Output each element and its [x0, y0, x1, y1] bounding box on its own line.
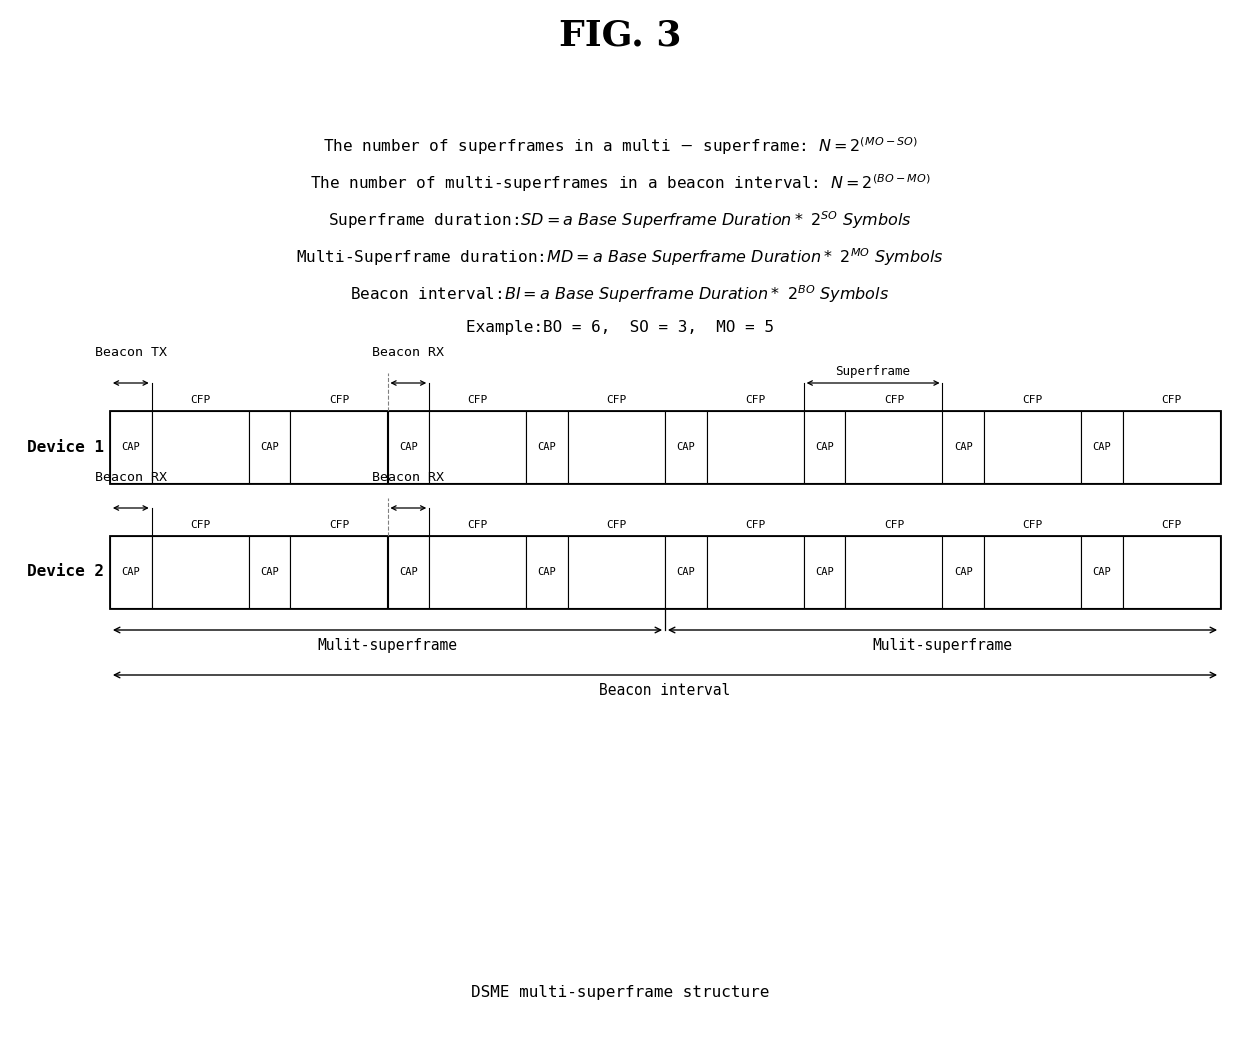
Bar [290, 536, 387, 608]
Text: CFP: CFP [606, 520, 626, 530]
Text: CAP: CAP [399, 567, 418, 577]
Bar [110, 411, 151, 483]
Bar [846, 536, 942, 608]
Text: CFP: CFP [884, 520, 904, 530]
Text: CFP: CFP [329, 395, 350, 405]
Text: Superframe duration:$SD = a\ Base\ Superframe\ Duration*\ 2^{SO}\ Symbols$: Superframe duration:$SD = a\ Base\ Super… [329, 209, 911, 230]
Text: The number of superframes in a multi $-$ superframe: $N = 2^{(MO-SO)}$: The number of superframes in a multi $-$… [322, 135, 918, 157]
Text: CAP: CAP [538, 442, 557, 452]
Bar [1123, 536, 1220, 608]
Text: Mulit-superframe: Mulit-superframe [317, 638, 458, 653]
Text: CFP: CFP [467, 395, 487, 405]
Text: CFP: CFP [1162, 395, 1182, 405]
Text: CAP: CAP [260, 567, 279, 577]
Text: The number of multi-superframes in a beacon interval: $N = 2^{(BO-MO)}$: The number of multi-superframes in a bea… [310, 172, 930, 194]
Text: CAP: CAP [954, 567, 972, 577]
Text: Device 2: Device 2 [27, 565, 104, 579]
Bar [1123, 411, 1220, 483]
Bar [387, 411, 429, 483]
Bar [985, 536, 1081, 608]
Text: CFP: CFP [745, 520, 765, 530]
Bar [526, 411, 568, 483]
Text: CAP: CAP [122, 442, 140, 452]
Bar [804, 536, 846, 608]
Bar [526, 536, 568, 608]
Bar [151, 536, 249, 608]
Bar [804, 411, 846, 483]
Bar [665, 411, 707, 483]
Text: Beacon RX: Beacon RX [372, 471, 444, 484]
Text: CFP: CFP [745, 395, 765, 405]
Text: Beacon RX: Beacon RX [94, 471, 167, 484]
Bar [429, 536, 526, 608]
Bar [1081, 411, 1123, 483]
Text: FIG. 3: FIG. 3 [559, 18, 681, 52]
Text: CAP: CAP [677, 442, 696, 452]
Bar [707, 536, 804, 608]
Bar [249, 411, 290, 483]
Text: CAP: CAP [1092, 442, 1111, 452]
Text: CAP: CAP [815, 442, 835, 452]
Text: CAP: CAP [1092, 567, 1111, 577]
Text: Device 1: Device 1 [27, 439, 104, 455]
Text: CAP: CAP [122, 567, 140, 577]
Text: Beacon RX: Beacon RX [372, 346, 444, 359]
Text: CAP: CAP [399, 442, 418, 452]
Text: Superframe: Superframe [836, 365, 910, 378]
Bar [985, 411, 1081, 483]
Text: CFP: CFP [606, 395, 626, 405]
Text: Beacon interval:$BI = a\ Base\ Superframe\ Duration*\ 2^{BO}\ Symbols$: Beacon interval:$BI = a\ Base\ Superfram… [351, 283, 889, 305]
Bar [249, 536, 290, 608]
Text: CFP: CFP [884, 395, 904, 405]
Bar [568, 411, 665, 483]
Text: Mulit-superframe: Mulit-superframe [873, 638, 1013, 653]
Bar [387, 536, 429, 608]
Bar [110, 536, 1220, 608]
Text: Beacon TX: Beacon TX [94, 346, 167, 359]
Bar [151, 411, 249, 483]
Text: CAP: CAP [954, 442, 972, 452]
Bar [568, 536, 665, 608]
Bar [707, 411, 804, 483]
Bar [846, 411, 942, 483]
Text: CAP: CAP [538, 567, 557, 577]
Text: CAP: CAP [260, 442, 279, 452]
Text: DSME multi-superframe structure: DSME multi-superframe structure [471, 985, 769, 1000]
Text: CFP: CFP [190, 395, 211, 405]
Bar [290, 411, 387, 483]
Text: CFP: CFP [329, 520, 350, 530]
Text: CFP: CFP [190, 520, 211, 530]
Text: CFP: CFP [467, 520, 487, 530]
Text: Multi-Superframe duration:$MD = a\ Base\ Superframe\ Duration*\ 2^{MO}\ Symbols$: Multi-Superframe duration:$MD = a\ Base\… [296, 246, 944, 268]
Text: Example:BO = 6,  SO = 3,  MO = 5: Example:BO = 6, SO = 3, MO = 5 [466, 320, 774, 335]
Text: CAP: CAP [677, 567, 696, 577]
Bar [110, 411, 1220, 483]
Bar [110, 536, 151, 608]
Text: CFP: CFP [1023, 520, 1043, 530]
Bar [942, 536, 985, 608]
Bar [429, 411, 526, 483]
Bar [1081, 536, 1123, 608]
Text: CFP: CFP [1162, 520, 1182, 530]
Text: Beacon interval: Beacon interval [599, 683, 730, 698]
Text: CFP: CFP [1023, 395, 1043, 405]
Bar [665, 536, 707, 608]
Text: CAP: CAP [815, 567, 835, 577]
Bar [942, 411, 985, 483]
